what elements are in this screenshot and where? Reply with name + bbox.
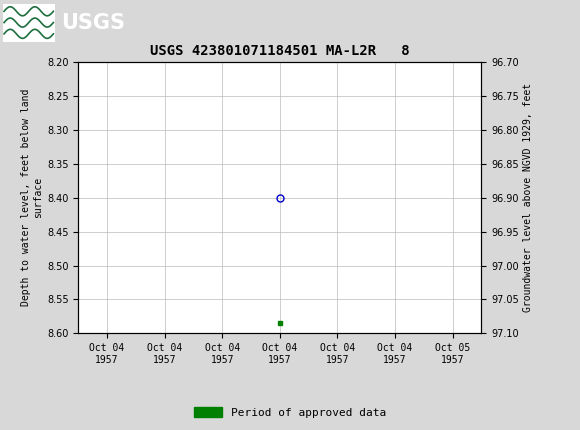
FancyBboxPatch shape <box>3 3 55 42</box>
Text: USGS: USGS <box>61 12 125 33</box>
Y-axis label: Depth to water level, feet below land
surface: Depth to water level, feet below land su… <box>21 89 43 307</box>
Y-axis label: Groundwater level above NGVD 1929, feet: Groundwater level above NGVD 1929, feet <box>523 83 533 312</box>
Title: USGS 423801071184501 MA-L2R   8: USGS 423801071184501 MA-L2R 8 <box>150 44 409 58</box>
Legend: Period of approved data: Period of approved data <box>190 403 390 422</box>
